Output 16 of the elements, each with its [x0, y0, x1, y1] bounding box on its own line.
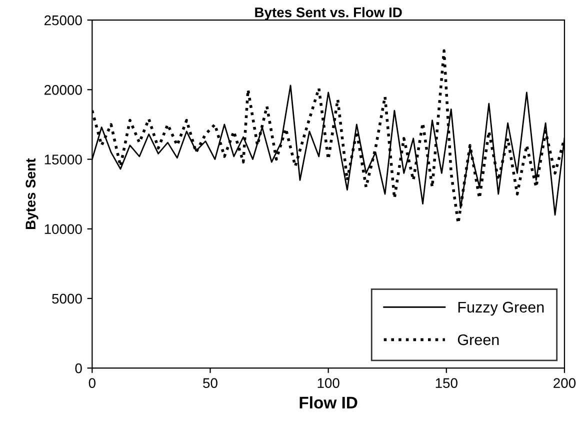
- y-tick-label: 10000: [44, 224, 82, 234]
- y-tick-label: 15000: [44, 154, 82, 164]
- y-axis-title: Bytes Sent: [26, 158, 38, 230]
- x-tick-label: 50: [203, 378, 218, 388]
- y-tick-label: 20000: [44, 85, 82, 95]
- chart-title: Bytes Sent vs. Flow ID: [255, 7, 402, 20]
- x-tick-label: 0: [88, 378, 96, 388]
- x-tick-label: 150: [436, 378, 458, 388]
- legend-label: Fuzzy Green: [458, 302, 544, 316]
- y-tick-label: 0: [75, 363, 82, 374]
- x-tick-label: 100: [318, 378, 340, 388]
- legend-label: Green: [458, 334, 499, 346]
- y-tick-label: 5000: [52, 294, 82, 304]
- x-tick-label: 200: [554, 378, 576, 388]
- x-axis-title: Flow ID: [300, 396, 358, 409]
- y-tick-label: 25000: [44, 15, 82, 26]
